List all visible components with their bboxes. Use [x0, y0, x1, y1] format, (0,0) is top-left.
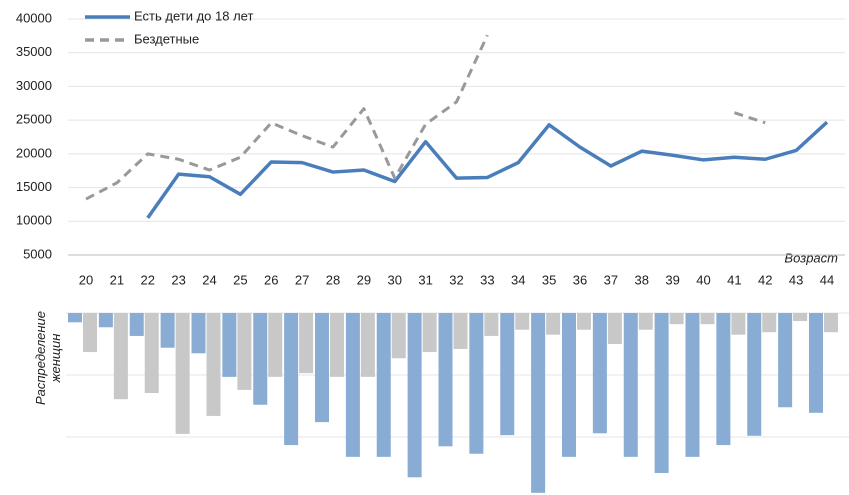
x-tick-label: 22: [141, 272, 155, 287]
x-tick-label: 31: [418, 272, 432, 287]
bar: [422, 313, 437, 353]
bar: [654, 313, 669, 473]
bar: [315, 313, 329, 423]
bar: [453, 313, 468, 349]
x-tick-label: 25: [233, 272, 247, 287]
x-tick-label: 28: [326, 272, 340, 287]
bar: [731, 313, 746, 335]
line-series: [146, 120, 829, 219]
x-tick-label: 36: [573, 272, 587, 287]
bar: [515, 313, 530, 330]
y-tick-label: 5000: [23, 246, 52, 261]
x-tick-label: 29: [357, 272, 371, 287]
x-tick-label: 21: [110, 272, 124, 287]
bar: [175, 313, 190, 434]
bar: [809, 313, 823, 413]
bar: [113, 313, 128, 400]
bar: [638, 313, 653, 330]
y-tick-label: 15000: [16, 179, 52, 194]
bar: [144, 313, 159, 393]
bar: [237, 313, 252, 390]
x-tick-label: 35: [542, 272, 556, 287]
x-tick-label: 43: [789, 272, 803, 287]
bar: [762, 313, 777, 333]
bar: [778, 313, 793, 408]
x-tick-label: 23: [171, 272, 185, 287]
bar: [345, 313, 360, 457]
bar: [438, 313, 453, 447]
x-axis-label: Возраст: [784, 250, 838, 265]
bar: [685, 313, 700, 457]
x-tick-label: 39: [665, 272, 679, 287]
y-tick-label: 10000: [16, 213, 52, 228]
x-tick-label: 41: [727, 272, 741, 287]
bar: [607, 313, 622, 344]
bar: [546, 313, 561, 335]
x-tick-label: 32: [449, 272, 463, 287]
bar: [206, 313, 221, 416]
bar: [592, 313, 607, 434]
x-tick-label: 44: [820, 272, 834, 287]
bar: [716, 313, 731, 446]
bar: [98, 313, 113, 328]
x-tick-label: 37: [604, 272, 618, 287]
x-tick-label: 26: [264, 272, 278, 287]
x-tick-label: 27: [295, 272, 309, 287]
bar: [330, 313, 344, 377]
y-tick-label: 25000: [16, 112, 52, 127]
x-tick-label: 38: [635, 272, 649, 287]
y-tick-label: 20000: [16, 145, 52, 160]
bar: [360, 313, 375, 377]
bar: [793, 313, 808, 322]
y-axis-label: Распределение женщин: [33, 310, 63, 406]
bar: [129, 313, 144, 336]
x-tick-label: 30: [388, 272, 402, 287]
y-tick-label: 35000: [16, 44, 52, 59]
bar: [222, 313, 237, 377]
bar: [160, 313, 175, 348]
line-series: [85, 34, 766, 201]
bar: [747, 313, 762, 436]
y-tick-label: 30000: [16, 78, 52, 93]
bar: [407, 313, 422, 478]
bar: [531, 313, 546, 493]
bar: [83, 313, 97, 353]
x-tick-label: 33: [480, 272, 494, 287]
bar: [284, 313, 299, 446]
bar: [500, 313, 515, 436]
bar: [299, 313, 314, 374]
bar: [469, 313, 484, 454]
legend-label: Бездетные: [134, 31, 199, 46]
x-tick-label: 34: [511, 272, 525, 287]
bar: [623, 313, 638, 457]
bar: [268, 313, 283, 377]
bar: [577, 313, 591, 330]
x-tick-label: 42: [758, 272, 772, 287]
bar: [824, 313, 838, 333]
x-tick-label: 40: [696, 272, 710, 287]
bar: [669, 313, 684, 325]
bar: [68, 313, 82, 323]
bar: [376, 313, 391, 457]
bar: [484, 313, 499, 336]
x-tick-label: 20: [79, 272, 93, 287]
legend-label: Есть дети до 18 лет: [134, 8, 253, 23]
bar: [191, 313, 206, 354]
bar: [253, 313, 268, 405]
bar: [700, 313, 715, 325]
bar: [391, 313, 406, 359]
y-tick-label: 40000: [16, 10, 52, 25]
bar: [562, 313, 576, 457]
x-tick-label: 24: [202, 272, 216, 287]
